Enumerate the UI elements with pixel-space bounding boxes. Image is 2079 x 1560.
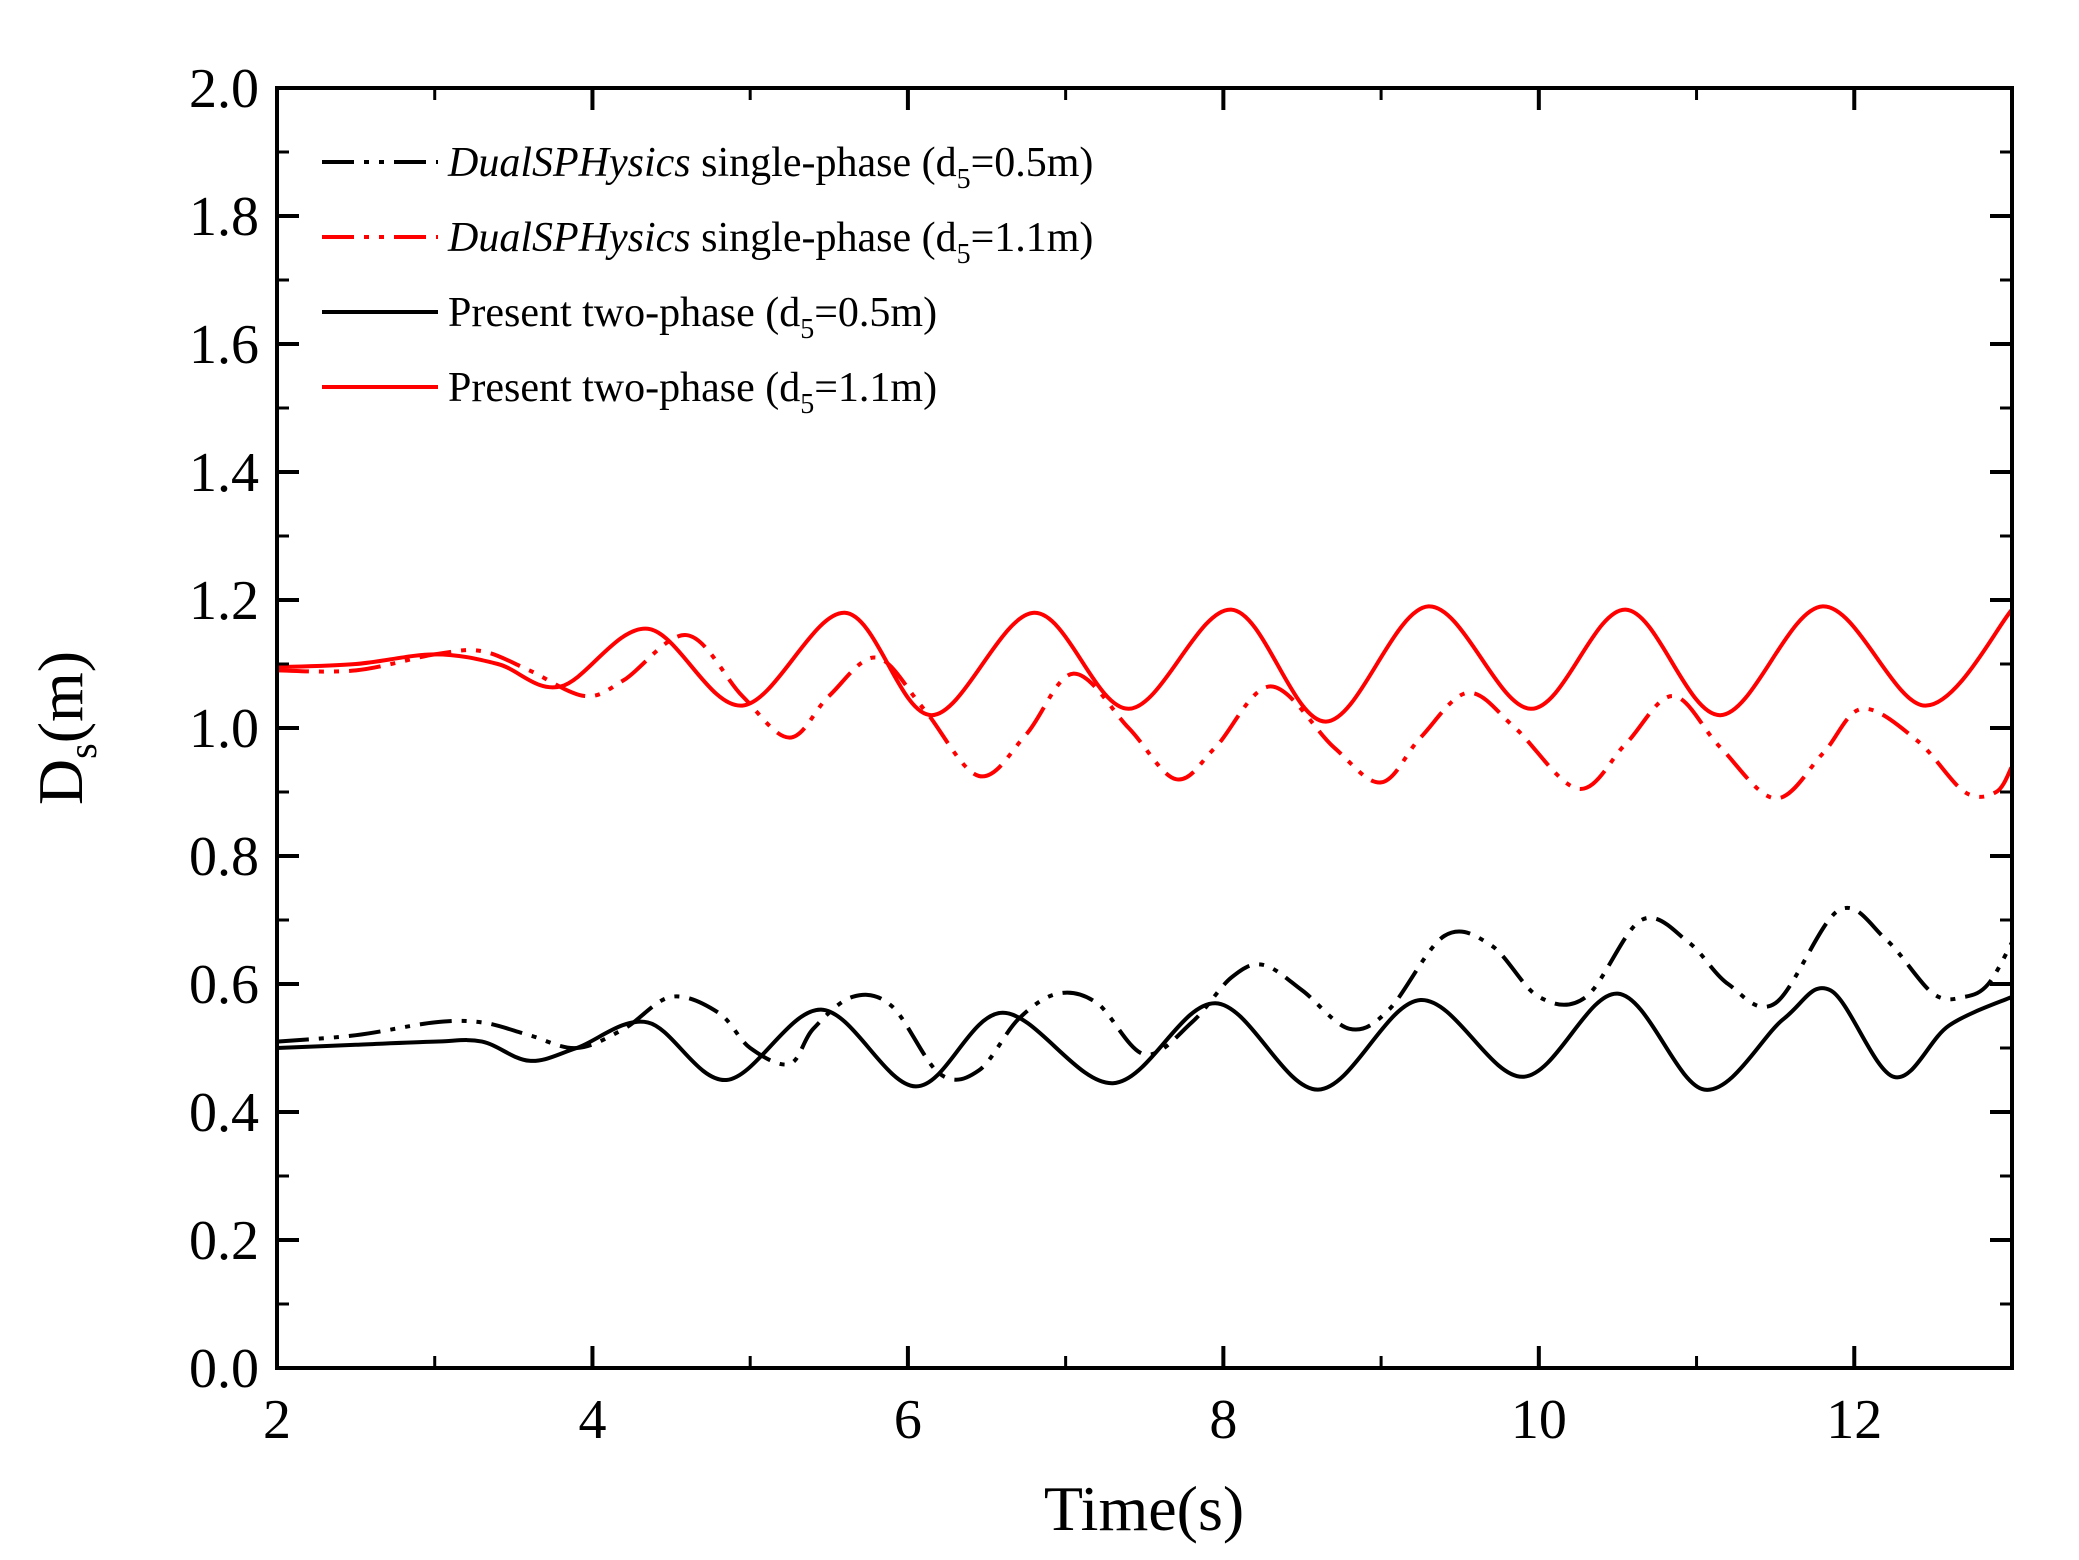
legend-label-text: single-phase (d xyxy=(691,140,957,186)
legend: DualSPHysics single-phase (d5=0.5m)DualS… xyxy=(322,140,1093,420)
legend-label-text-end: =0.5m) xyxy=(814,290,937,336)
legend-label-subscript: 5 xyxy=(957,164,971,195)
legend-label-text-end: =0.5m) xyxy=(971,140,1094,186)
legend-label-italic: DualSPHysics xyxy=(447,215,691,261)
legend-label-text: Present two-phase (d xyxy=(448,290,800,336)
legend-label-1: DualSPHysics single-phase (d5=0.5m) xyxy=(447,140,1093,195)
legend-label-subscript: 5 xyxy=(957,239,971,270)
y-axis-title-main: D xyxy=(25,759,96,805)
x-tick-label: 10 xyxy=(1511,1389,1567,1451)
legend-label-3: Present two-phase (d5=0.5m) xyxy=(448,290,937,345)
x-tick-labels: 2 4 6 8 10 12 xyxy=(263,1389,1882,1451)
legend-label-text: single-phase (d xyxy=(691,215,957,261)
series-line-2 xyxy=(276,633,2014,801)
legend-label-text-end: =1.1m) xyxy=(971,215,1094,261)
x-tick-label: 8 xyxy=(1209,1389,1237,1451)
series-line-3 xyxy=(276,986,2013,1092)
y-tick-label: 1.8 xyxy=(189,186,259,248)
legend-label-italic: DualSPHysics xyxy=(447,140,691,186)
series-layer xyxy=(276,604,2014,1092)
y-tick-label: 2.0 xyxy=(189,58,259,120)
y-tick-label: 0.6 xyxy=(189,954,259,1016)
svg-text:Ds(m): Ds(m) xyxy=(25,651,105,805)
y-tick-label: 1.2 xyxy=(189,570,259,632)
y-tick-label: 1.4 xyxy=(189,442,259,504)
y-tick-label: 0.8 xyxy=(189,826,259,888)
y-tick-labels: 0.0 0.2 0.4 0.6 0.8 1.0 1.2 1.4 1.6 1.8 2.0 xyxy=(189,58,259,1400)
x-tick-label: 6 xyxy=(894,1389,922,1451)
x-tick-label: 2 xyxy=(263,1389,291,1451)
y-axis-title: Ds(m) xyxy=(25,651,105,805)
legend-label-subscript: 5 xyxy=(800,389,814,420)
x-axis-title: Time(s) xyxy=(1044,1473,1244,1544)
ticks-layer xyxy=(275,86,2012,1370)
legend-label-2: DualSPHysics single-phase (d5=1.1m) xyxy=(447,215,1093,270)
x-tick-label: 4 xyxy=(578,1389,606,1451)
y-axis-title-suffix: (m) xyxy=(25,651,96,743)
legend-label-4: Present two-phase (d5=1.1m) xyxy=(448,365,937,420)
y-tick-label: 0.2 xyxy=(189,1210,259,1272)
y-tick-label: 0.0 xyxy=(189,1338,259,1400)
x-tick-label: 12 xyxy=(1826,1389,1882,1451)
y-tick-label: 1.0 xyxy=(189,698,259,760)
legend-label-text: Present two-phase (d xyxy=(448,365,800,411)
legend-label-text-end: =1.1m) xyxy=(814,365,937,411)
y-axis-title-subscript: s xyxy=(60,743,105,759)
series-line-1 xyxy=(276,906,2014,1082)
y-tick-label: 0.4 xyxy=(189,1082,259,1144)
series-line-4 xyxy=(276,604,2014,724)
y-tick-label: 1.6 xyxy=(189,314,259,376)
legend-label-subscript: 5 xyxy=(800,314,814,345)
